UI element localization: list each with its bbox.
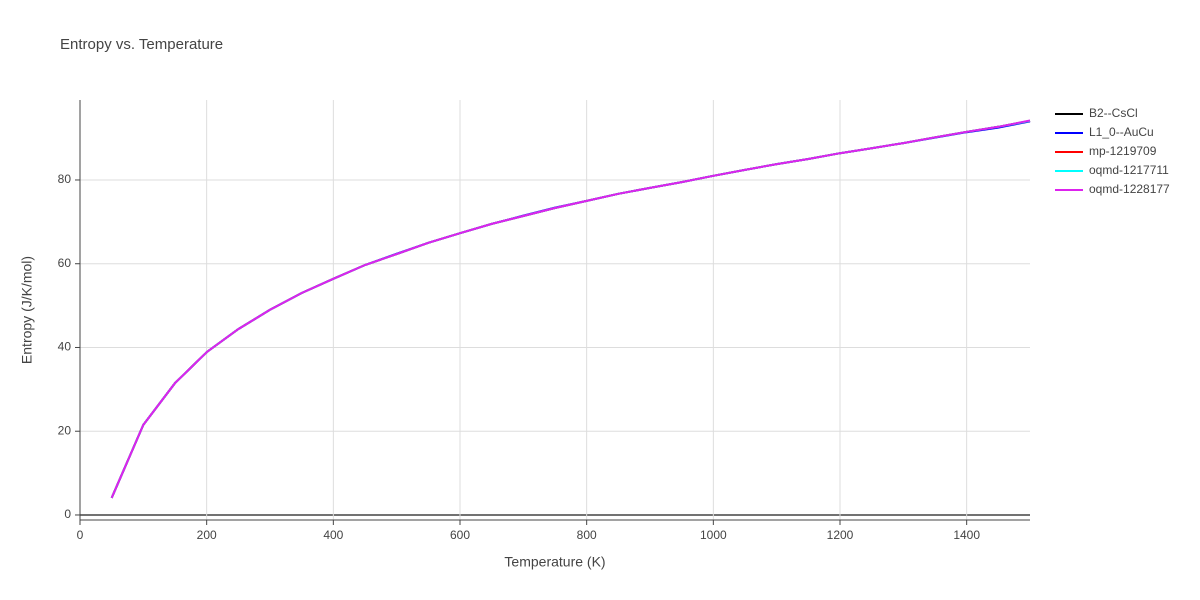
x-tick-label: 800 <box>577 528 597 542</box>
y-tick-label: 0 <box>64 507 71 521</box>
legend-label: B2--CsCl <box>1089 106 1138 120</box>
legend-label: L1_0--AuCu <box>1089 125 1154 139</box>
series-line <box>110 119 1031 499</box>
series-line <box>110 119 1031 499</box>
x-tick-label: 600 <box>450 528 470 542</box>
y-tick-label: 60 <box>58 256 72 270</box>
series-line <box>110 119 1031 499</box>
y-axis-title: Entropy (J/K/mol) <box>19 256 35 364</box>
chart-title: Entropy vs. Temperature <box>60 36 223 53</box>
x-tick-label: 400 <box>323 528 343 542</box>
x-axis-title: Temperature (K) <box>504 554 605 570</box>
series-line <box>110 120 1031 499</box>
x-tick-label: 200 <box>197 528 217 542</box>
legend-label: oqmd-1228177 <box>1089 182 1170 196</box>
series-line <box>110 119 1031 499</box>
y-tick-label: 80 <box>58 172 72 186</box>
x-tick-label: 0 <box>77 528 84 542</box>
x-tick-label: 1400 <box>953 528 980 542</box>
y-tick-label: 20 <box>58 423 72 437</box>
x-tick-label: 1200 <box>827 528 854 542</box>
y-tick-label: 40 <box>58 340 72 354</box>
legend-label: oqmd-1217711 <box>1089 163 1169 177</box>
legend-label: mp-1219709 <box>1089 144 1157 158</box>
x-tick-label: 1000 <box>700 528 727 542</box>
